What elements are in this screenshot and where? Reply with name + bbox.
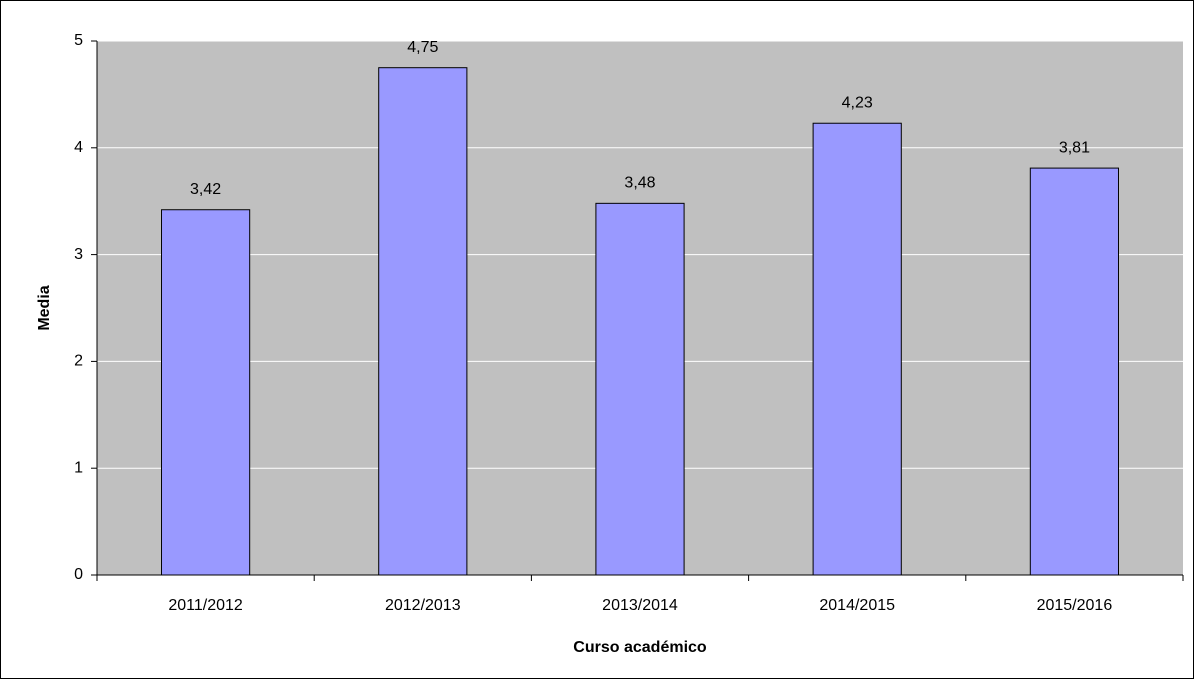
x-tick-label: 2013/2014	[602, 597, 678, 614]
value-label: 4,23	[842, 94, 873, 111]
x-tick-label: 2014/2015	[819, 597, 895, 614]
y-tick-label: 3	[74, 246, 83, 263]
y-tick-label: 1	[74, 459, 83, 476]
x-tick-label: 2011/2012	[168, 597, 243, 614]
x-tick-label: 2012/2013	[385, 597, 461, 614]
value-label: 3,81	[1059, 139, 1090, 156]
y-tick-label: 4	[74, 139, 83, 156]
y-tick-label: 5	[74, 32, 83, 49]
y-axis-title: Media	[36, 285, 53, 330]
y-tick-label: 2	[74, 353, 83, 370]
value-label: 3,42	[190, 181, 221, 198]
bar	[161, 209, 251, 576]
bar	[378, 67, 468, 576]
bar	[595, 202, 685, 576]
y-tick-label: 0	[74, 566, 83, 583]
bar	[1029, 167, 1119, 576]
bar	[812, 122, 902, 576]
x-axis-title: Curso académico	[573, 639, 707, 656]
value-label: 4,75	[407, 39, 438, 56]
value-label: 3,48	[624, 175, 655, 192]
x-tick-label: 2015/2016	[1037, 597, 1113, 614]
